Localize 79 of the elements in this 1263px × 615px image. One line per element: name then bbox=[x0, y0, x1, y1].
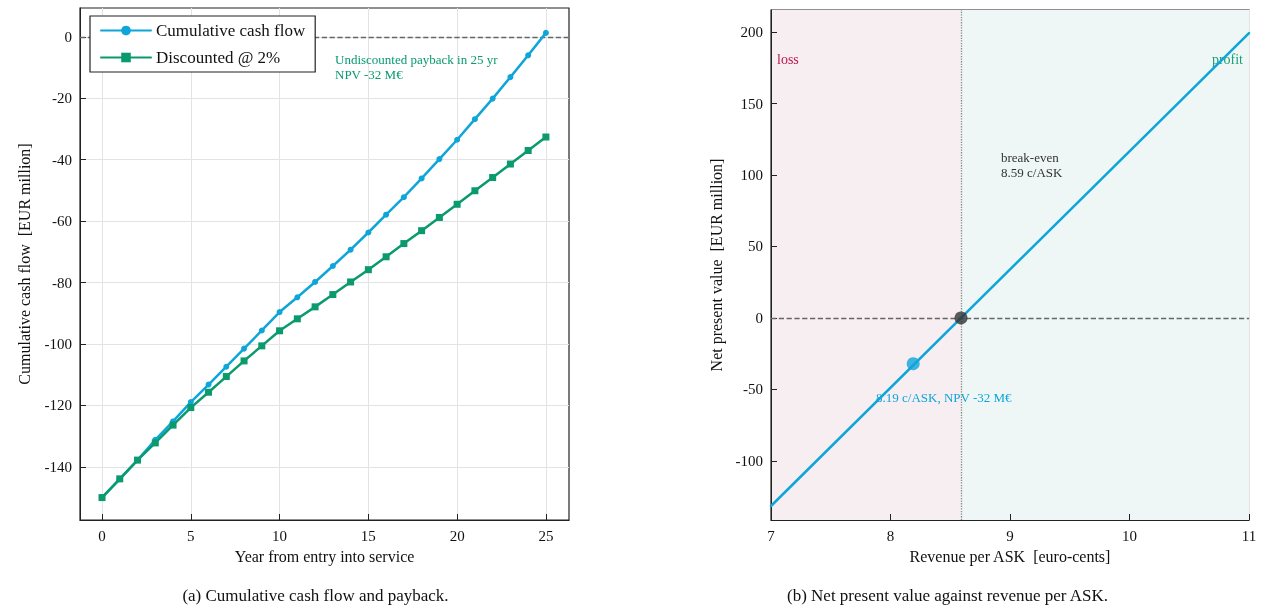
legend-label: Discounted @ 2% bbox=[156, 48, 281, 67]
legend-label: Cumulative cash flow bbox=[156, 21, 306, 40]
x-axis-title: Year from entry into service bbox=[234, 547, 415, 566]
point bbox=[507, 74, 514, 81]
annotation: break-even 8.59 c/ASK bbox=[1001, 150, 1063, 180]
band-label: loss bbox=[777, 51, 799, 67]
point bbox=[418, 227, 426, 235]
y-tick-label: 100 bbox=[740, 167, 763, 183]
text: (a) Cumulative cash flow and payback. bbox=[182, 586, 449, 605]
point bbox=[187, 404, 195, 412]
point bbox=[151, 439, 159, 447]
y-tick-label: 200 bbox=[740, 24, 763, 41]
x-tick-label: 11 bbox=[1241, 527, 1257, 544]
y-tick-label: 50 bbox=[748, 238, 763, 255]
point bbox=[276, 309, 283, 316]
point bbox=[524, 147, 532, 155]
point bbox=[489, 174, 497, 182]
x-tick-label: 15 bbox=[360, 527, 376, 544]
point bbox=[436, 156, 443, 163]
y-tick-label: 0 bbox=[755, 309, 763, 326]
point bbox=[240, 357, 248, 365]
point bbox=[293, 315, 301, 323]
x-tick-label: 7 bbox=[767, 527, 776, 544]
y-tick-label: -120 bbox=[44, 397, 72, 414]
point bbox=[329, 263, 336, 269]
point bbox=[435, 213, 443, 221]
y-tick-label: -80 bbox=[52, 274, 72, 291]
y-tick-label: -100 bbox=[735, 452, 763, 469]
point bbox=[525, 52, 532, 59]
point bbox=[418, 175, 425, 182]
point bbox=[454, 136, 461, 143]
x-tick-label: 8 bbox=[886, 527, 895, 544]
point bbox=[382, 253, 390, 261]
y-tick-label: 0 bbox=[64, 28, 72, 45]
x-tick-label: 10 bbox=[1122, 527, 1137, 544]
x-tick-label: 10 bbox=[272, 527, 288, 544]
x-tick-label: 20 bbox=[449, 527, 465, 544]
point bbox=[276, 327, 284, 335]
y-axis-title: Net present value [EUR million] bbox=[708, 158, 727, 372]
point bbox=[364, 266, 372, 274]
point bbox=[542, 133, 550, 141]
x-tick-label: 0 bbox=[98, 527, 106, 544]
y-axis-title: Cumulative cash flow [EUR million] bbox=[15, 143, 33, 385]
point bbox=[400, 194, 407, 201]
point bbox=[329, 291, 337, 299]
point bbox=[347, 246, 354, 253]
point bbox=[471, 116, 478, 123]
y-tick-label: 150 bbox=[740, 95, 763, 112]
x-tick-label: 5 bbox=[187, 527, 195, 544]
point bbox=[169, 421, 177, 429]
point bbox=[347, 278, 355, 286]
annotation: Undiscounted payback in 25 yr NPV -32 M€ bbox=[335, 52, 499, 82]
y-tick-label: -20 bbox=[52, 90, 72, 107]
point bbox=[489, 95, 496, 102]
point bbox=[205, 388, 213, 396]
point bbox=[471, 187, 479, 195]
point bbox=[223, 363, 230, 370]
y-tick-label: -60 bbox=[52, 213, 72, 230]
x-tick-label: 9 bbox=[1006, 527, 1014, 544]
point bbox=[205, 381, 212, 388]
y-tick-label: -40 bbox=[52, 151, 72, 168]
point bbox=[506, 160, 514, 168]
point bbox=[311, 303, 319, 311]
x-axis-title: Revenue per ASK [euro-cents] bbox=[909, 547, 1111, 566]
point bbox=[383, 211, 390, 218]
point bbox=[400, 240, 408, 248]
point bbox=[258, 342, 266, 350]
text: (b) Net present value against revenue per ASK. bbox=[787, 586, 1108, 605]
point bbox=[258, 327, 265, 334]
point bbox=[453, 200, 461, 208]
y-tick-label: -140 bbox=[44, 458, 72, 475]
x-tick-label: 25 bbox=[538, 527, 554, 544]
point bbox=[542, 29, 549, 36]
point bbox=[222, 373, 230, 381]
point bbox=[241, 345, 248, 352]
y-tick-label: -100 bbox=[44, 336, 72, 353]
y-tick-label: -50 bbox=[743, 381, 763, 398]
point bbox=[294, 294, 301, 301]
point bbox=[312, 278, 319, 285]
